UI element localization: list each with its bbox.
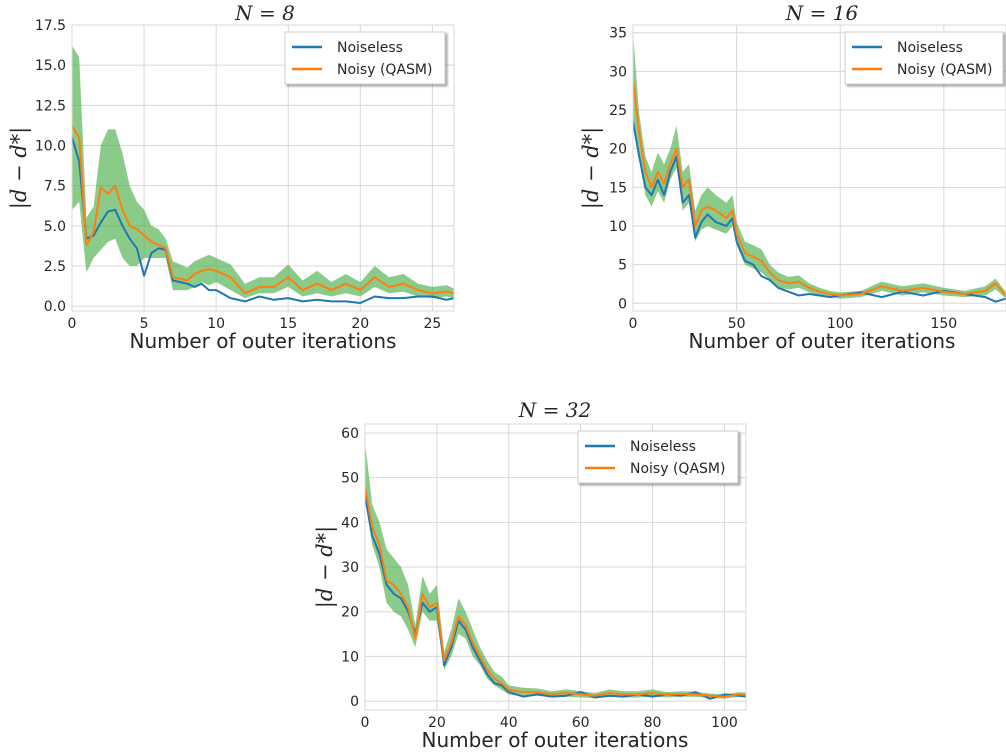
x-tick-label: 20 [428, 715, 446, 731]
x-axis-label: Number of outer iterations [422, 728, 689, 752]
legend-label-noiseless: Noiseless [337, 40, 403, 56]
legend-label-noiseless: Noiseless [897, 40, 963, 56]
chart-title: N = 32 [518, 398, 591, 422]
x-tick-label: 100 [827, 316, 854, 332]
series-line-noisy [72, 125, 454, 295]
y-tick-label: 5.0 [44, 219, 66, 235]
legend-box [844, 31, 1004, 85]
x-tick-label: 100 [711, 715, 738, 731]
x-tick-label: 0 [68, 316, 77, 332]
y-tick-label: 10.0 [35, 139, 66, 155]
x-tick-label: 50 [728, 316, 746, 332]
y-tick-label: 5 [618, 258, 627, 274]
y-tick-label: 0 [618, 296, 627, 312]
y-tick-label: 12.5 [35, 98, 66, 114]
x-tick-label: 60 [572, 715, 590, 731]
plot-data [72, 45, 454, 304]
legend: Noiseless Noisy (QASM) [577, 430, 739, 484]
y-tick-label: 10 [609, 219, 627, 235]
plot-data [633, 32, 1006, 303]
x-tick-label: 5 [140, 316, 149, 332]
plot-frame [71, 24, 455, 312]
chart-panel-n8: N = 8 0 5 10 15 20 25 0.0 2.5 5.0 7.5 10.0 12.5 15.0… [7, 1, 455, 353]
y-tick-label: 0 [350, 694, 359, 710]
y-tick-label: 17.5 [35, 18, 66, 34]
chart-panel-n16: N = 16 0 50 100 150 0 5 10 15 20 25 30 35 Number of… [579, 1, 1006, 353]
chart-title: N = 16 [785, 1, 859, 25]
tick-labels: 0 20 40 60 80 100 0 10 20 30 40 50 60 [341, 426, 738, 731]
y-tick-label: 0.0 [44, 299, 66, 315]
plot-frame [364, 423, 747, 711]
y-tick-label: 30 [341, 560, 359, 576]
legend-label-noisy: Noisy (QASM) [897, 62, 992, 78]
y-axis-label: |d − d*| [579, 127, 604, 209]
x-tick-label: 25 [423, 316, 441, 332]
variance-band [633, 32, 1006, 299]
tick-labels: 0 50 100 150 0 5 10 15 20 25 30 35 [609, 26, 957, 332]
y-tick-label: 35 [609, 26, 627, 42]
x-axis-label: Number of outer iterations [689, 329, 956, 353]
y-axis-label: |d − d*| [7, 127, 32, 209]
legend-box [577, 430, 739, 484]
plot-frame [632, 24, 1006, 312]
legend-box [284, 31, 446, 85]
y-tick-label: 60 [341, 426, 359, 442]
variance-band [365, 441, 746, 699]
legend-label-noiseless: Noiseless [630, 439, 696, 455]
y-tick-label: 50 [341, 471, 359, 487]
series-line-noiseless [72, 137, 454, 304]
y-tick-label: 25 [609, 103, 627, 119]
y-tick-label: 20 [341, 605, 359, 621]
x-tick-label: 80 [644, 715, 662, 731]
plot-data [365, 441, 746, 700]
legend-label-noisy: Noisy (QASM) [337, 62, 432, 78]
legend: Noiseless Noisy (QASM) [284, 31, 446, 85]
y-tick-label: 2.5 [44, 259, 66, 275]
y-tick-label: 40 [341, 515, 359, 531]
x-tick-label: 40 [500, 715, 518, 731]
series-line-noisy [365, 486, 746, 698]
x-tick-label: 0 [361, 715, 370, 731]
x-tick-label: 0 [629, 316, 638, 332]
y-tick-label: 30 [609, 64, 627, 80]
y-tick-label: 15.0 [35, 58, 66, 74]
legend: Noiseless Noisy (QASM) [844, 31, 1004, 85]
y-tick-label: 10 [341, 649, 359, 665]
x-axis-label: Number of outer iterations [130, 329, 397, 353]
y-axis-label: |d − d*| [313, 526, 338, 608]
legend-label-noisy: Noisy (QASM) [630, 461, 725, 477]
y-tick-label: 7.5 [44, 179, 66, 195]
x-tick-label: 15 [279, 316, 297, 332]
chart-title: N = 8 [234, 1, 295, 25]
chart-panel-n32: N = 32 0 20 40 60 80 100 0 10 20 30 40 50 60 Number … [313, 398, 747, 752]
x-tick-label: 20 [351, 316, 369, 332]
series-line-noisy [633, 78, 1006, 297]
y-tick-label: 20 [609, 142, 627, 158]
x-tick-label: 150 [930, 316, 957, 332]
tick-labels: 0 5 10 15 20 25 0.0 2.5 5.0 7.5 10.0 12.5 15.0 17.5 [35, 18, 441, 332]
x-tick-label: 10 [207, 316, 225, 332]
y-tick-label: 15 [609, 180, 627, 196]
